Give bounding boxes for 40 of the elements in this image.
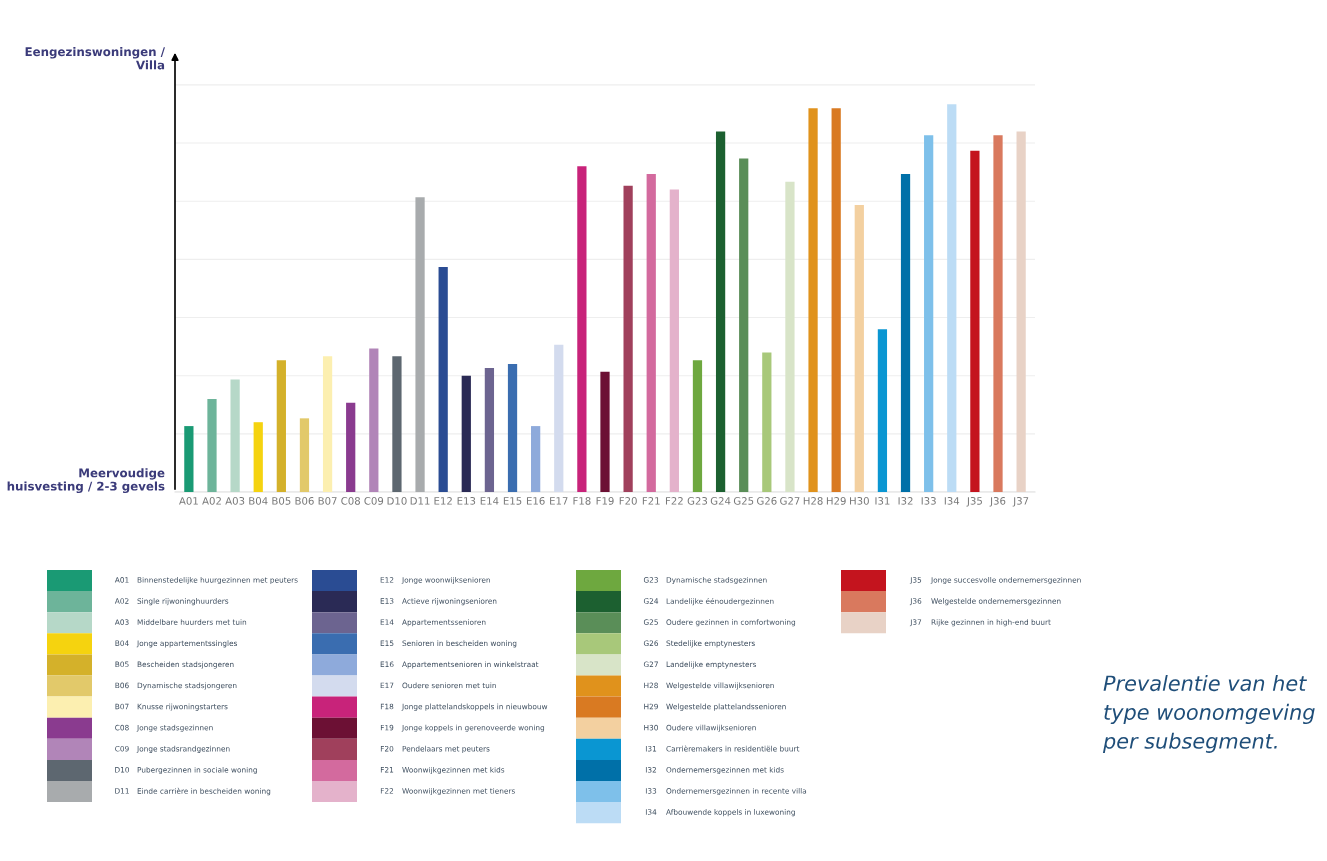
x-tick-label: G26 (757, 497, 777, 505)
x-tick-label: B05 (272, 497, 291, 505)
x-tick-label: J37 (1012, 497, 1029, 507)
x-tick-label: E14 (480, 497, 499, 505)
x-tick-label: B06 (295, 497, 314, 505)
x-tick-label: E17 (550, 497, 568, 505)
x-tick-label: F18 (573, 497, 591, 505)
x-tick-label: H30 (850, 497, 869, 505)
x-tick-label: J36 (989, 497, 1006, 507)
x-tick-label: C08 (341, 497, 360, 505)
x-tick-label: A03 (225, 497, 245, 505)
x-tick-label: I32 (898, 497, 913, 505)
x-tick-label: I34 (944, 497, 960, 505)
x-tick-label: G25 (733, 497, 754, 505)
x-tick-label: E12 (434, 497, 452, 505)
x-tick-label: E16 (526, 497, 545, 505)
x-tick-label: F19 (596, 497, 614, 505)
x-tick-label: E13 (457, 497, 476, 505)
x-tick-label: E15 (503, 497, 522, 505)
x-tick-label: F22 (665, 497, 683, 505)
x-tick-label: A01 (179, 497, 198, 505)
x-tick-label: D11 (410, 497, 430, 505)
x-tick-label: H29 (826, 497, 846, 505)
x-tick-label: J35 (966, 497, 982, 507)
text: Prevalentie van het type woonomgeving per subsegment. (1102, 675, 1315, 753)
x-tick-label: G27 (780, 497, 800, 505)
x-tick-label: F21 (642, 497, 660, 505)
x-tick-label: B04 (249, 497, 268, 505)
text: Meervoudige huisvesting / 2-3 gevels (7, 468, 165, 493)
x-tick-label: I31 (875, 497, 890, 505)
x-tick-label: G23 (687, 497, 708, 505)
x-tick-label: B07 (318, 497, 337, 505)
x-tick-label: A02 (202, 497, 221, 505)
text: Eengezinswoningen / Villa (25, 47, 165, 70)
x-tick-label: I33 (921, 497, 936, 505)
x-tick-label: H28 (803, 497, 823, 505)
x-tick-label: C09 (364, 497, 384, 505)
x-tick-label: D10 (387, 497, 407, 505)
x-tick-label: F20 (619, 497, 637, 505)
x-tick-label: G24 (710, 497, 731, 505)
